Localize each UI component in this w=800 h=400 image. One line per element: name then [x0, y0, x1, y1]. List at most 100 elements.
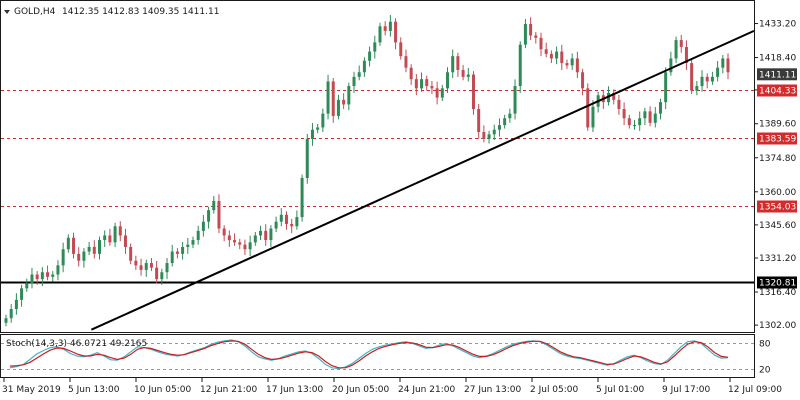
candle-body	[357, 72, 361, 77]
stoch-label: Stoch(14,3,3) 46.0721 49.2165	[6, 339, 147, 349]
candle-body	[466, 74, 470, 77]
candle-body	[248, 242, 252, 250]
candle-body	[61, 249, 65, 266]
candle-body	[82, 251, 86, 261]
candle-body	[103, 235, 107, 241]
candle-body	[212, 200, 216, 211]
time-axis: 31 May 2019 5 Jun 13:00 10 Jun 05:00 12 Jun…	[2, 378, 782, 395]
level-price-tag	[757, 132, 797, 145]
candle-body	[388, 21, 392, 31]
price-tick-label: 1302.00	[759, 321, 796, 331]
candle-body	[92, 246, 96, 254]
candle-body	[378, 26, 382, 43]
candle-body	[97, 240, 101, 254]
candle-body	[300, 177, 304, 218]
candle-body	[710, 76, 714, 82]
candle-body	[383, 26, 387, 31]
candle-body	[181, 246, 185, 254]
candle-body	[508, 113, 512, 119]
candle-body	[684, 46, 688, 64]
time-tick-label: 5 Jun 13:00	[68, 385, 120, 395]
trendline	[90, 29, 755, 331]
candle-body	[555, 51, 559, 59]
level-price-tag	[757, 84, 797, 97]
candle-body	[243, 244, 247, 250]
candle-body	[633, 125, 637, 127]
collapse-triangle-icon[interactable]	[4, 10, 10, 14]
candle-body	[523, 23, 527, 45]
candle-body	[362, 60, 366, 73]
candle-body	[430, 86, 434, 89]
candle-body	[440, 88, 444, 98]
candle-body	[549, 53, 553, 59]
candle-body	[420, 79, 424, 89]
candle-body	[134, 260, 138, 266]
candle-body	[238, 242, 242, 245]
candle-body	[170, 251, 174, 264]
candle-body	[175, 251, 179, 254]
time-tick-label: 5 Jul 01:00	[596, 385, 645, 395]
candle-body	[352, 76, 356, 87]
candle-body	[227, 235, 231, 241]
candle-body	[108, 235, 112, 243]
candle-body	[497, 125, 501, 130]
candle-body	[207, 210, 211, 222]
candle-body	[544, 49, 548, 54]
time-tick-label: 27 Jun 13:00	[464, 385, 521, 395]
stoch-signal-line	[9, 340, 729, 369]
candle-body	[290, 223, 294, 227]
level-price-label: 1320.81	[759, 279, 796, 289]
level-price-tag	[757, 200, 797, 213]
candle-body	[669, 58, 673, 73]
candle-body	[144, 263, 148, 270]
candle-body	[679, 40, 683, 47]
time-tick-label: 24 Jun 21:00	[398, 385, 455, 395]
candle-body	[461, 69, 465, 77]
candle-body	[586, 88, 590, 128]
main-panel-frame	[0, 0, 755, 333]
candle-body	[565, 63, 569, 66]
candle-body	[46, 272, 50, 277]
candle-body	[477, 109, 481, 133]
candle-body	[186, 244, 190, 247]
candle-body	[716, 67, 720, 77]
time-tick-label: 2 Jul 05:00	[530, 385, 579, 395]
price-tick-label: 1345.60	[759, 221, 796, 231]
candle-body	[35, 274, 39, 280]
candle-body	[690, 63, 694, 91]
candle-body	[305, 138, 309, 178]
time-tick-label: 20 Jun 05:00	[332, 385, 389, 395]
candles-layer	[4, 15, 730, 327]
price-levels-layer	[1, 90, 754, 284]
time-tick-label: 9 Jul 17:00	[662, 385, 711, 395]
price-axis: 1433.20 1418.40 1404.33 1389.60 1374.80 1360.…	[754, 20, 797, 331]
candle-body	[342, 99, 346, 105]
candle-body	[394, 21, 398, 43]
time-tick-label: 12 Jul 09:00	[728, 385, 782, 395]
candle-body	[274, 221, 278, 229]
candle-body	[658, 102, 662, 114]
candle-body	[66, 237, 70, 250]
time-tick-label: 12 Jun 21:00	[200, 385, 257, 395]
price-tick-label: 1418.40	[759, 54, 796, 64]
candle-body	[217, 200, 221, 229]
candle-body	[155, 267, 159, 280]
candle-body	[269, 228, 273, 241]
stoch-tick-label: 20	[759, 366, 771, 376]
candle-body	[336, 99, 340, 116]
time-tick-label: 31 May 2019	[2, 385, 61, 395]
candle-body	[326, 81, 330, 114]
candle-body	[539, 37, 543, 50]
candle-body	[77, 253, 81, 261]
candle-body	[264, 230, 268, 241]
time-tick-label: 10 Jun 05:00	[134, 385, 191, 395]
candle-body	[581, 72, 585, 89]
stoch-axis: 80 20	[759, 340, 771, 376]
current-price-tag	[757, 68, 797, 81]
price-tick-label: 1389.60	[759, 120, 796, 130]
stochastic-layer	[1, 339, 754, 370]
candle-body	[482, 132, 486, 139]
candle-body	[653, 113, 657, 123]
level-price-label: 1354.03	[759, 203, 796, 213]
candle-body	[316, 127, 320, 130]
